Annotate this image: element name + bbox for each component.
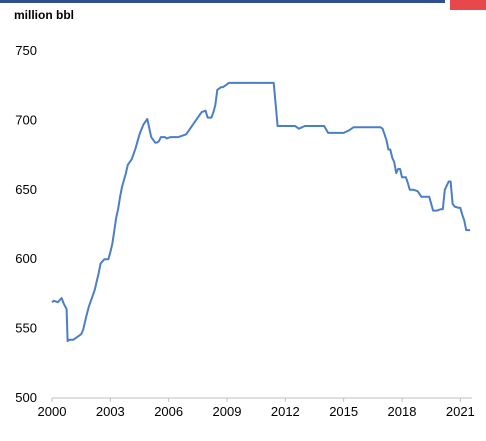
x-tick-label: 2012 bbox=[271, 404, 300, 419]
x-tick-label: 2000 bbox=[38, 404, 67, 419]
y-unit-label: million bbl bbox=[14, 8, 74, 22]
x-tick-label: 2003 bbox=[96, 404, 125, 419]
top-accent-bar bbox=[0, 0, 445, 3]
y-tick-label: 550 bbox=[15, 321, 37, 336]
x-tick-label: 2009 bbox=[213, 404, 242, 419]
y-tick-label: 600 bbox=[15, 251, 37, 266]
y-tick-label: 750 bbox=[15, 43, 37, 58]
x-tick-label: 2018 bbox=[388, 404, 417, 419]
y-tick-label: 700 bbox=[15, 112, 37, 127]
x-tick-label: 2006 bbox=[154, 404, 183, 419]
x-tick-label: 2021 bbox=[446, 404, 475, 419]
tick-label-layer: 500 550 600 650 700 750 2000 2003 2006 2009 2012 20… bbox=[15, 43, 474, 419]
y-tick-label: 500 bbox=[15, 390, 37, 405]
y-tick-label: 650 bbox=[15, 182, 37, 197]
series-layer bbox=[51, 81, 471, 343]
x-tick-label: 2015 bbox=[329, 404, 358, 419]
axis-layer bbox=[51, 397, 472, 402]
top-accent-red-block bbox=[450, 0, 486, 10]
series-line bbox=[51, 81, 471, 343]
